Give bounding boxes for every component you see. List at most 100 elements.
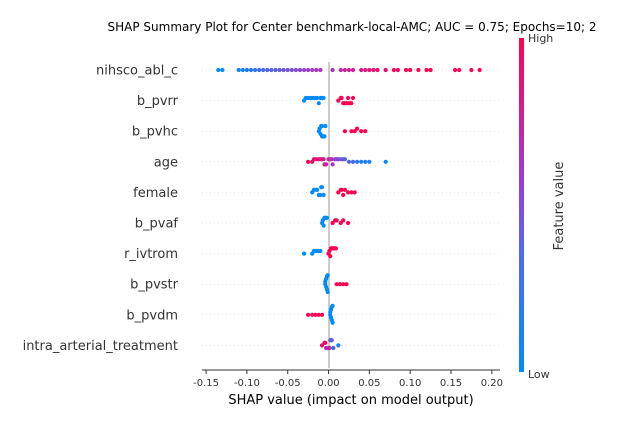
shap-point [329, 157, 334, 162]
shap-point [302, 67, 307, 73]
shap-point [337, 282, 343, 287]
feature-label: age [154, 155, 178, 170]
shap-point [293, 67, 298, 73]
shap-point [273, 67, 278, 73]
shap-point [349, 190, 354, 195]
shap-point [336, 190, 341, 195]
shap-point [355, 126, 360, 131]
shap-point [457, 67, 462, 73]
x-tick-label: 0.05 [358, 378, 380, 389]
shap-point [313, 312, 318, 317]
shap-point [310, 312, 315, 317]
shap-point [323, 123, 328, 129]
shap-point [318, 192, 323, 198]
shap-point [350, 159, 356, 164]
shap-point [391, 67, 396, 73]
shap-point [324, 162, 329, 167]
chart-title: SHAP Summary Plot for Center benchmark-l… [108, 20, 597, 34]
colorbar-high-label: High [528, 32, 553, 45]
shap-point [318, 248, 323, 254]
shap-point [363, 159, 368, 164]
shap-point [359, 129, 364, 134]
feature-label: b_pvstr [130, 278, 179, 293]
x-tick-label: -0.15 [193, 378, 219, 389]
shap-point [321, 223, 326, 228]
shap-point [336, 98, 341, 103]
shap-point [346, 190, 351, 195]
shap-point [330, 162, 335, 167]
shap-point [333, 246, 338, 251]
shap-point [331, 345, 336, 351]
feature-label: nihsco_abl_c [96, 64, 178, 79]
shap-point [342, 187, 347, 192]
shap-point [325, 289, 330, 295]
shap-point [310, 67, 315, 73]
shap-point [257, 67, 262, 73]
x-tick-label: -0.05 [275, 378, 301, 389]
feature-label: intra_arterial_treatment [23, 339, 178, 354]
shap-point [330, 303, 335, 308]
shap-point [306, 67, 311, 73]
shap-points [216, 67, 482, 351]
shap-point [319, 312, 325, 317]
shap-point [316, 101, 321, 106]
shap-point [325, 273, 330, 278]
shap-point [408, 67, 413, 73]
feature-label: b_pvaf [135, 217, 179, 232]
shap-point [346, 159, 352, 164]
shap-point [316, 312, 321, 317]
shap-point [346, 220, 351, 226]
shap-point [265, 67, 270, 73]
colorbar [519, 38, 524, 372]
x-axis-ticks: -0.15 -0.10 -0.05 0.00 0.05 0.10 0.15 0.20 [193, 370, 503, 389]
shap-point [324, 215, 329, 220]
shap-point [338, 67, 343, 73]
shap-point [318, 67, 323, 73]
shap-point [424, 67, 429, 73]
shap-point [416, 67, 421, 73]
feature-label: b_pvhc [132, 125, 178, 140]
shap-point [315, 187, 320, 192]
shap-point [477, 67, 482, 73]
shap-point [248, 67, 254, 73]
shap-point [336, 343, 341, 348]
shap-point [342, 67, 347, 73]
shap-point [359, 159, 364, 164]
shap-point [383, 67, 388, 73]
shap-point [341, 192, 346, 198]
shap-point [321, 95, 326, 101]
shap-point [281, 67, 286, 73]
shap-point [327, 345, 332, 351]
shap-point [344, 282, 349, 287]
shap-point [321, 192, 326, 198]
shap-point [363, 129, 368, 134]
shap-point [285, 67, 290, 73]
shap-point [350, 95, 356, 101]
shap-point [346, 67, 352, 73]
shap-point [341, 282, 346, 287]
shap-point [315, 95, 320, 101]
shap-point [371, 67, 376, 73]
shap-point [334, 282, 339, 287]
shap-point [395, 67, 400, 73]
shap-point [342, 157, 347, 162]
shap-point [220, 67, 225, 73]
shap-point [302, 251, 307, 256]
shap-point [383, 159, 388, 164]
shap-point [321, 157, 326, 162]
feature-gridlines [202, 69, 500, 346]
shap-point [342, 129, 347, 134]
x-axis-label: SHAP value (impact on model output) [228, 393, 473, 408]
shap-point [359, 67, 364, 73]
shap-point [322, 134, 327, 139]
shap-point [277, 67, 282, 73]
shap-point [236, 67, 241, 73]
shap-point [404, 67, 409, 73]
shap-point [328, 254, 333, 259]
x-tick-label: 0.15 [440, 378, 462, 389]
shap-point [330, 220, 335, 226]
shap-point [329, 338, 334, 343]
shap-point [216, 67, 221, 73]
